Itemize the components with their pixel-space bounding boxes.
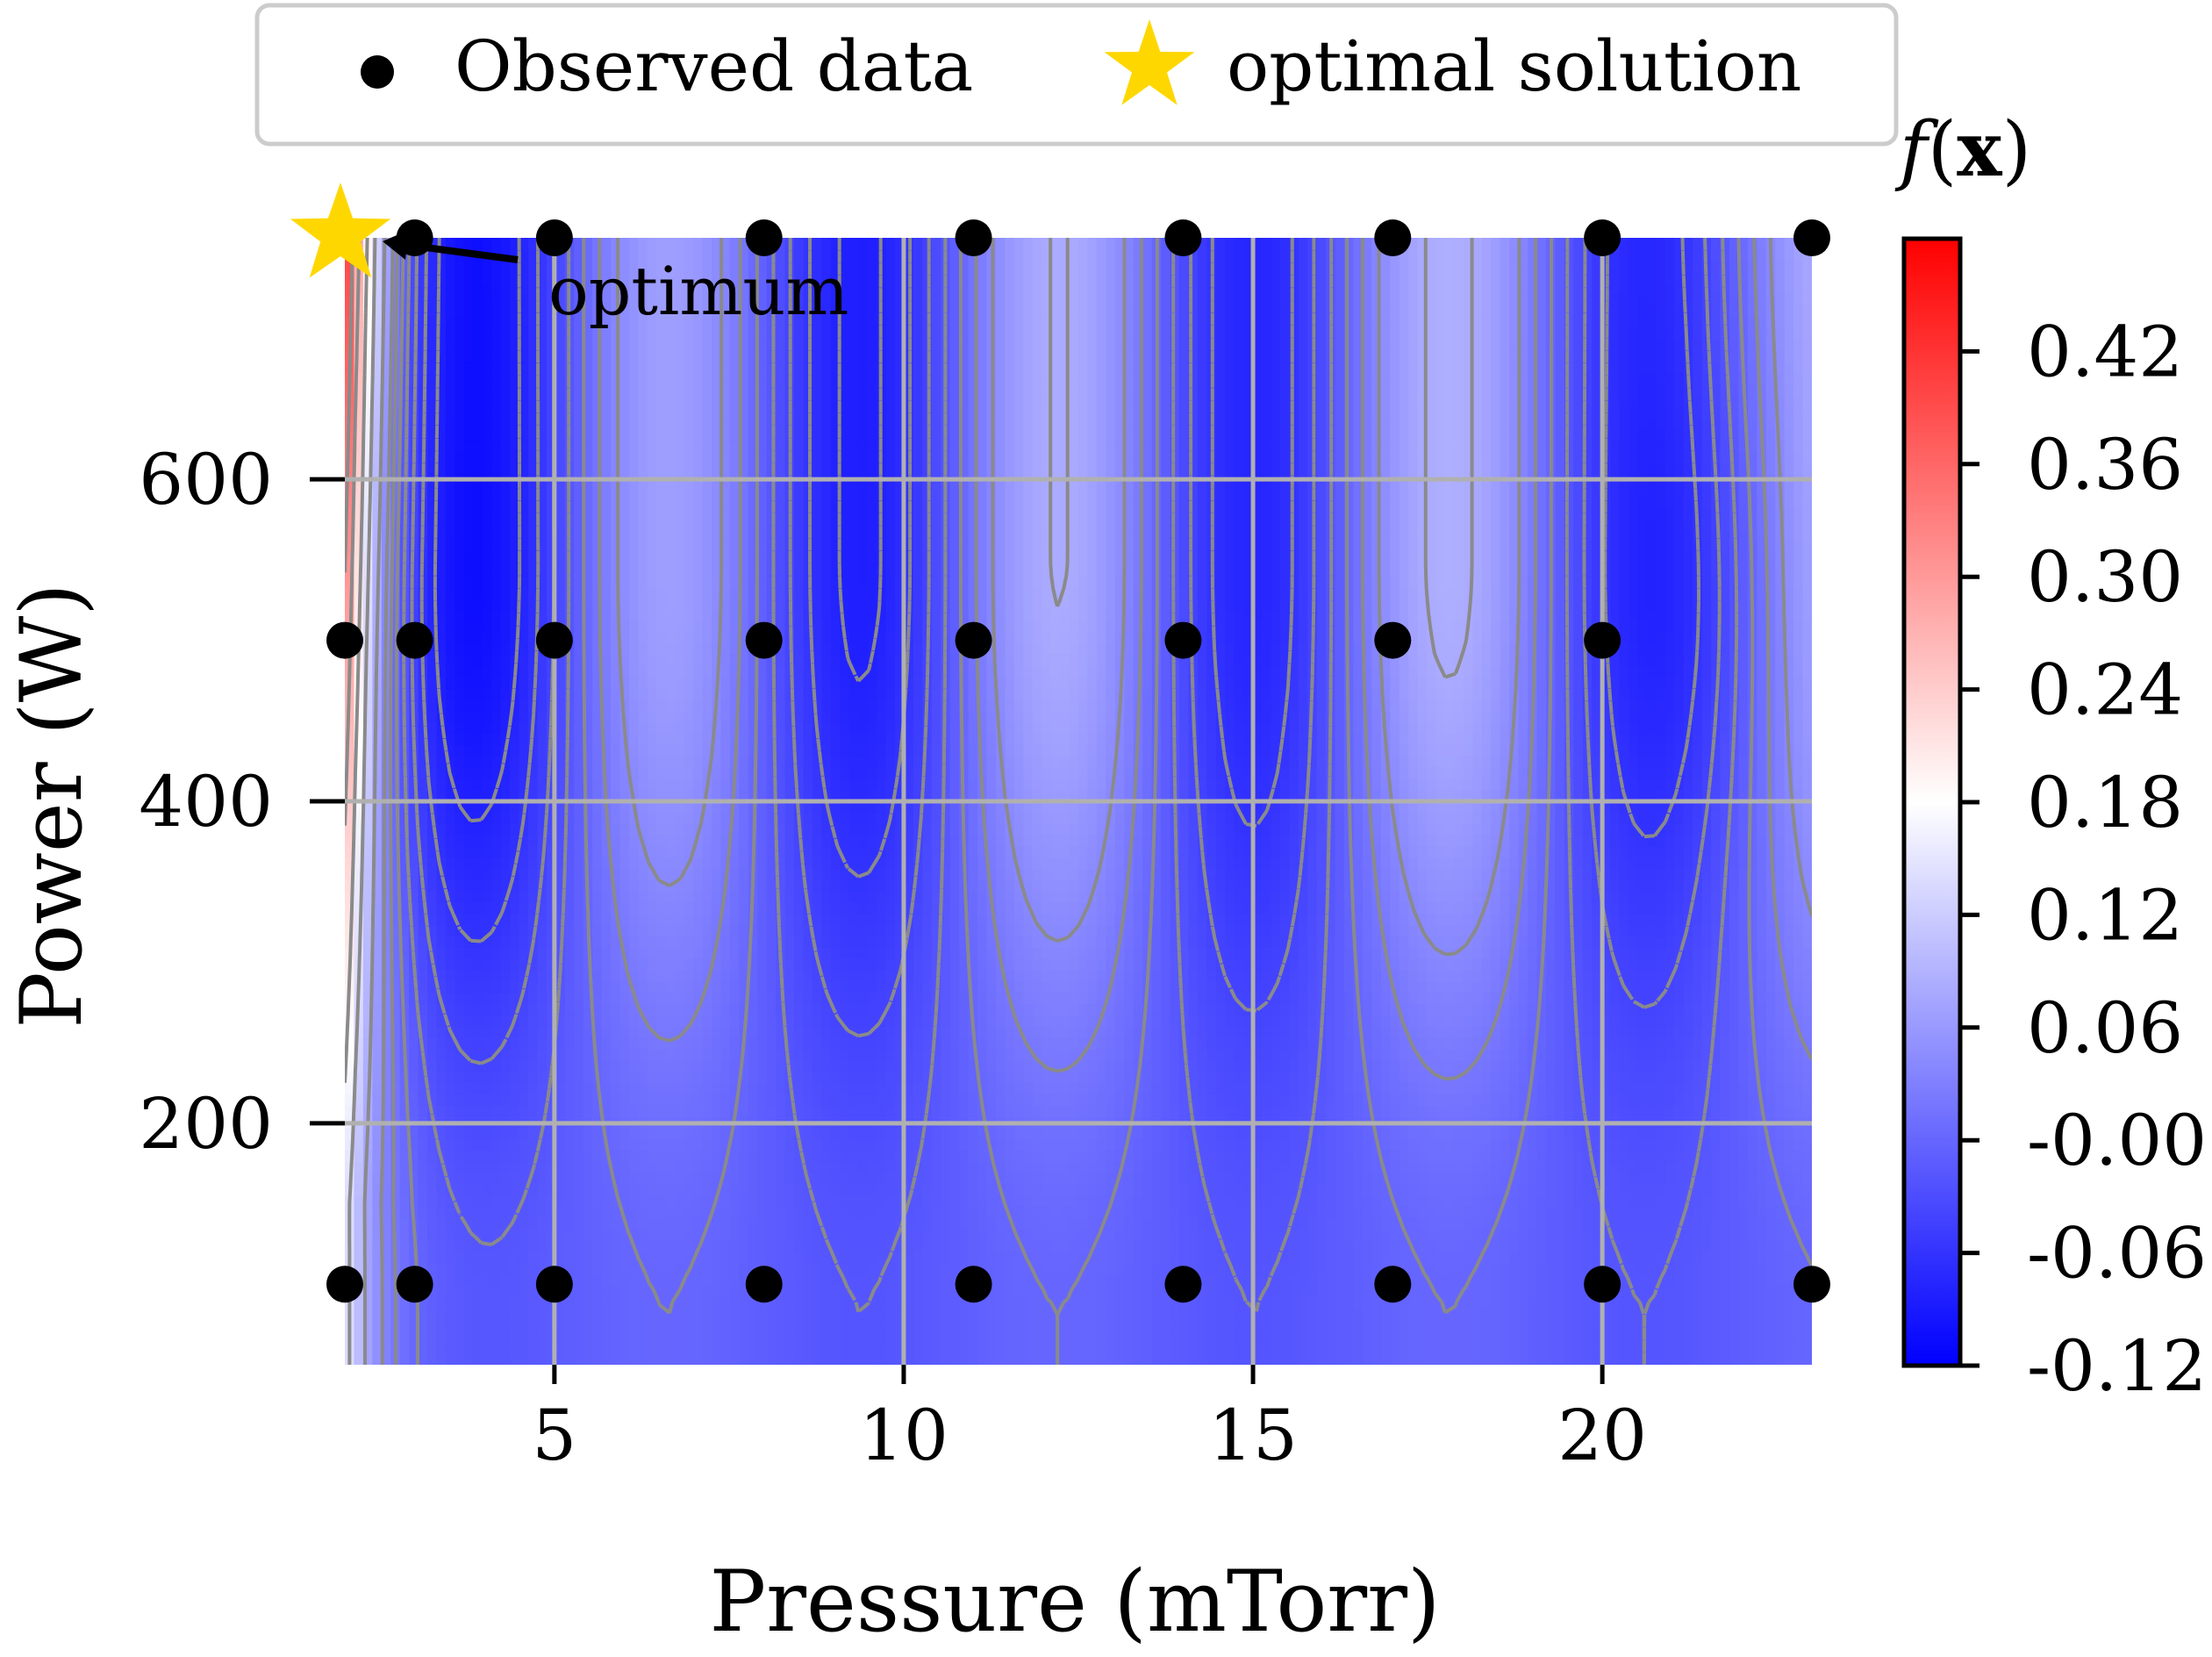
x-tick-label: 20 <box>1557 1395 1647 1476</box>
observed-point <box>536 622 573 659</box>
legend-observed-label: Observed data <box>455 25 973 107</box>
x-tick-label: 10 <box>859 1395 949 1476</box>
observed-point <box>397 622 433 659</box>
observed-point <box>326 1266 363 1302</box>
observed-point <box>1793 1266 1830 1302</box>
observed-point <box>1584 1266 1621 1302</box>
observed-point <box>956 1266 992 1302</box>
observed-point <box>397 1266 433 1302</box>
legend: Observed data optimal solution <box>257 5 1896 144</box>
observed-point <box>1374 219 1411 256</box>
observed-point <box>1584 622 1621 659</box>
observed-point <box>746 1266 783 1302</box>
y-tick-label: 400 <box>139 761 273 843</box>
observed-point <box>1374 622 1411 659</box>
x-axis-label: Pressure (mTorr) <box>710 1553 1441 1651</box>
colorbar-gradient <box>1904 239 1960 1366</box>
observed-point <box>536 1266 573 1302</box>
colorbar-label: f(x) <box>1894 105 2031 194</box>
colorbar-tick-label: 0.12 <box>2027 874 2183 956</box>
observed-point <box>746 219 783 256</box>
observed-point <box>1584 219 1621 256</box>
observed-point <box>746 622 783 659</box>
legend-dot-marker <box>361 55 394 89</box>
observed-point <box>1164 1266 1201 1302</box>
legend-optimal-label: optimal solution <box>1227 25 1801 107</box>
observed-point <box>1793 219 1830 256</box>
colorbar: f(x) 0.42 0.36 0.30 0.24 0.18 0.12 0.06 -0.00 -0… <box>1894 105 2207 1407</box>
plot-area <box>345 238 1813 1366</box>
observed-point <box>956 622 992 659</box>
optimum-label: optimum <box>548 252 848 330</box>
observed-point <box>1374 1266 1411 1302</box>
colorbar-tick-label: -0.06 <box>2027 1213 2207 1295</box>
colorbar-tick-label: -0.12 <box>2027 1325 2207 1407</box>
x-tick-label: 15 <box>1208 1395 1298 1476</box>
colorbar-tick-label: 0.18 <box>2027 762 2183 843</box>
x-tick-label: 5 <box>532 1395 576 1476</box>
observed-point <box>536 219 573 256</box>
y-axis-label: Power (W) <box>3 583 101 1028</box>
y-tick-label: 200 <box>139 1083 273 1165</box>
observed-point <box>956 219 992 256</box>
observed-point <box>326 622 363 659</box>
colorbar-label-var: x <box>1957 105 2002 194</box>
y-tick-label: 600 <box>139 439 273 520</box>
colorbar-tick-label: 0.30 <box>2027 536 2183 618</box>
colorbar-tick-label: 0.36 <box>2027 424 2183 506</box>
colorbar-tick-label: 0.24 <box>2027 649 2183 731</box>
colorbar-tick-label: -0.00 <box>2027 1100 2207 1181</box>
observed-point <box>1164 622 1201 659</box>
colorbar-tick-label: 0.06 <box>2027 987 2183 1069</box>
colorbar-tick-label: 0.42 <box>2027 311 2183 392</box>
observed-point <box>1164 219 1201 256</box>
